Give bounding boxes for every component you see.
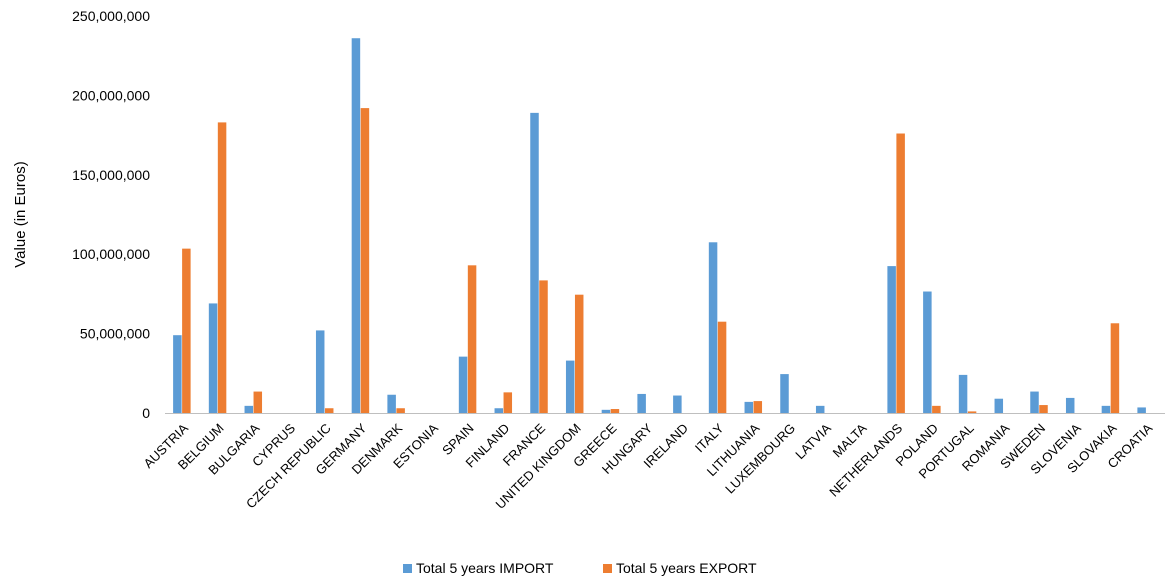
bar-import-portugal bbox=[958, 374, 968, 413]
y-axis-ticks: 0 50,000,000 100,000,000 150,000,000 200,000… bbox=[72, 8, 150, 421]
legend-label-import: Total 5 years IMPORT bbox=[416, 560, 554, 576]
y-tick-label: 0 bbox=[142, 405, 150, 421]
legend-label-export: Total 5 years EXPORT bbox=[616, 560, 757, 576]
bar-import-lithuania bbox=[744, 401, 754, 413]
bar-import-latvia bbox=[815, 405, 825, 413]
legend-swatch-export bbox=[603, 564, 612, 573]
bar-export-portugal bbox=[967, 411, 977, 413]
y-tick-label: 200,000,000 bbox=[72, 87, 150, 103]
bar-import-austria bbox=[173, 335, 182, 413]
bar-import-czech-republic bbox=[315, 330, 325, 413]
bar-export-finland bbox=[503, 392, 513, 413]
bar-import-romania bbox=[994, 398, 1004, 413]
bar-export-bulgaria bbox=[253, 391, 263, 413]
bar-export-france bbox=[539, 280, 548, 413]
bar-export-poland bbox=[932, 405, 941, 413]
bar-export-slovakia bbox=[1110, 323, 1120, 413]
bar-import-croatia bbox=[1137, 407, 1146, 413]
bar-export-belgium bbox=[217, 122, 227, 414]
bar-export-greece bbox=[610, 409, 620, 413]
bar-import-denmark bbox=[387, 394, 396, 413]
bar-import-greece bbox=[601, 409, 611, 413]
bar-import-finland bbox=[494, 408, 504, 413]
x-tick-label: LATVIA bbox=[792, 420, 834, 462]
bar-export-netherlands bbox=[896, 133, 905, 413]
y-axis-title: Value (in Euros) bbox=[12, 161, 29, 267]
bar-import-ireland bbox=[673, 395, 682, 413]
legend: Total 5 years IMPORT Total 5 years EXPORT bbox=[403, 560, 757, 576]
bar-export-denmark bbox=[396, 408, 405, 413]
bar-import-slovenia bbox=[1065, 397, 1075, 413]
bar-import-netherlands bbox=[887, 266, 896, 413]
bar-import-france bbox=[530, 112, 539, 414]
bar-import-spain bbox=[458, 356, 468, 413]
bar-export-italy bbox=[717, 321, 727, 413]
bar-import-poland bbox=[923, 291, 932, 413]
bar-import-slovakia bbox=[1101, 405, 1111, 413]
bar-export-germany bbox=[360, 108, 370, 413]
bar-export-czech-republic bbox=[324, 408, 334, 413]
legend-swatch-import bbox=[403, 564, 412, 573]
bar-import-hungary bbox=[637, 393, 646, 413]
bar-export-spain bbox=[467, 265, 477, 413]
bars bbox=[173, 38, 1146, 414]
bar-import-germany bbox=[351, 38, 361, 413]
y-tick-label: 150,000,000 bbox=[72, 167, 150, 183]
y-tick-label: 50,000,000 bbox=[80, 326, 150, 342]
bar-export-austria bbox=[182, 248, 191, 413]
bar-export-united-kingdom bbox=[574, 294, 584, 413]
y-tick-label: 250,000,000 bbox=[72, 8, 150, 24]
bar-import-sweden bbox=[1030, 391, 1039, 413]
bar-import-belgium bbox=[208, 303, 218, 413]
bar-export-lithuania bbox=[753, 401, 763, 413]
bar-export-sweden bbox=[1039, 405, 1048, 413]
bar-import-italy bbox=[708, 242, 718, 413]
bar-import-luxembourg bbox=[780, 374, 789, 413]
bar-import-united-kingdom bbox=[565, 360, 575, 413]
bar-import-bulgaria bbox=[244, 405, 254, 413]
y-tick-label: 100,000,000 bbox=[72, 246, 150, 262]
